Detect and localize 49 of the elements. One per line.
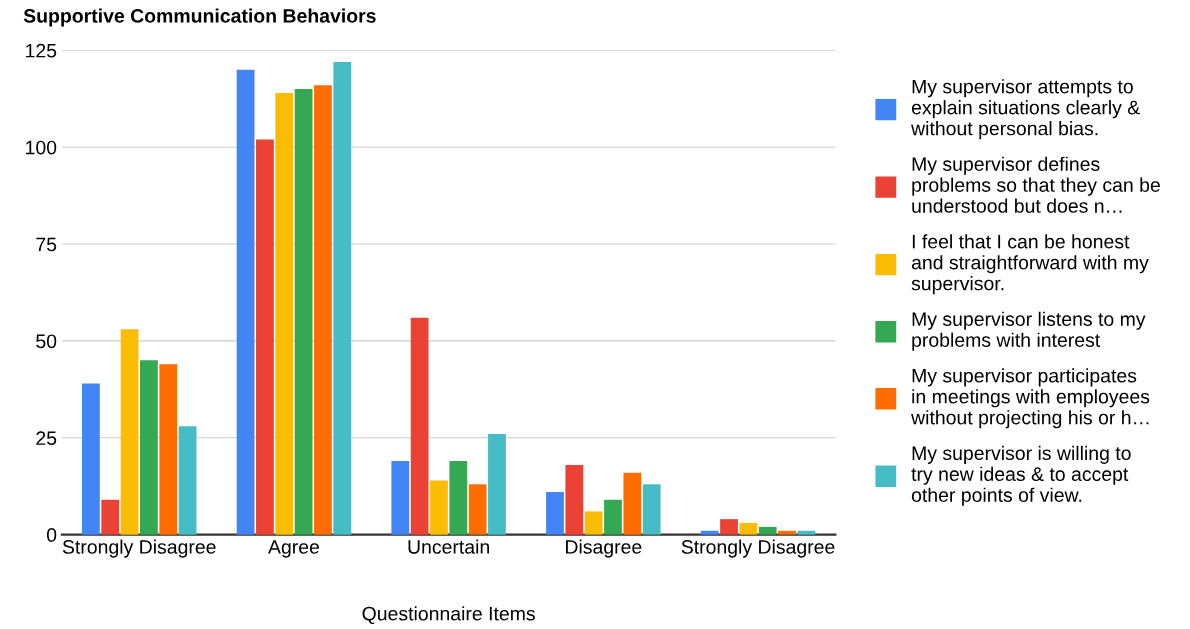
x-tick-label: Agree: [268, 540, 320, 558]
y-tick-label: 50: [36, 334, 57, 349]
legend-label: My supervisor listens to my problems with interest: [912, 311, 1146, 351]
bar: [391, 461, 410, 535]
y-tick-label: 25: [36, 431, 57, 446]
bar: [236, 69, 255, 535]
bar: [778, 530, 796, 535]
bar: [797, 530, 816, 535]
bar: [700, 530, 719, 535]
bar: [140, 360, 158, 535]
legend-label: My supervisor is willing to try new ideas & to accept other points of view.: [911, 445, 1131, 506]
bar: [623, 472, 642, 535]
legend-label: My supervisor attempts to explain situations clearly & without personal bias.: [911, 79, 1140, 140]
y-tick-label: 100: [26, 140, 57, 155]
bar: [294, 89, 313, 535]
x-axis-title: Questionnaire Items: [362, 606, 535, 625]
bar: [410, 317, 429, 535]
bar: [488, 433, 506, 535]
y-tick-label: 75: [36, 237, 57, 252]
bar: [159, 364, 178, 535]
bar: [256, 139, 274, 535]
legend-label: My supervisor defines problems so that they can be understood but does n…: [912, 156, 1160, 213]
bar: [584, 511, 603, 535]
bar: [275, 92, 294, 535]
x-tick-label: Strongly Disagree: [681, 539, 835, 558]
x-tick-label: Strongly Disagree: [62, 539, 216, 558]
bar: [120, 329, 139, 535]
bar: [720, 519, 738, 535]
bar: [314, 85, 332, 535]
bar: [739, 523, 758, 535]
legend-label: I feel that I can be honest and straightforward with my supervisor.: [911, 234, 1149, 295]
chart-title: Supportive Communication Behaviors: [23, 8, 376, 27]
bar: [101, 499, 120, 535]
bar: [758, 526, 777, 535]
bar: [430, 480, 448, 535]
legend-label: My supervisor participates in meetings with employees without projecting his or h…: [911, 368, 1150, 429]
bar: [642, 484, 661, 535]
bar: [449, 461, 468, 535]
x-tick-label: Uncertain: [408, 539, 489, 554]
bar: [178, 426, 197, 535]
x-tick-label: Disagree: [566, 539, 642, 558]
bar: [81, 383, 100, 535]
y-tick-label: 0: [46, 528, 57, 542]
bar: [333, 61, 352, 535]
bar: [565, 464, 584, 535]
y-tick-label: 125: [26, 43, 57, 58]
bar: [546, 492, 564, 535]
bar: [604, 499, 622, 535]
bar: [468, 484, 487, 535]
